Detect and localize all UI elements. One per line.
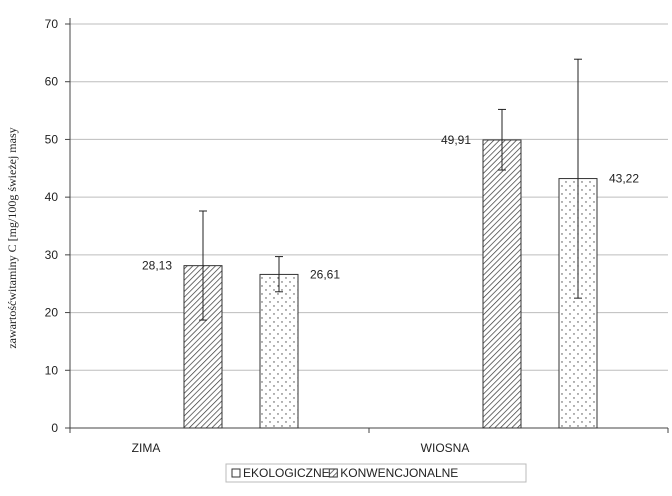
y-tick-label: 30 [45,248,59,262]
bars [183,58,598,429]
legend-entry: KONWENCJONALNE [340,466,458,480]
bar [183,265,223,429]
legend-box [225,463,527,483]
legend-entry: EKOLOGICZNE [243,466,330,480]
y-tick-label: 70 [45,17,59,31]
y-tick-label: 10 [45,363,59,377]
y-tick-label: 50 [45,132,59,146]
bar [259,273,299,429]
data-label: 26,61 [310,267,340,281]
data-label: 28,13 [142,259,172,273]
y-tick-label: 0 [51,421,58,435]
y-axis: 0 10 20 30 40 50 60 70 [45,17,669,435]
legend-swatch [231,468,241,478]
bar [482,139,522,429]
category-label: WIOSNA [421,441,470,455]
grid [70,23,668,429]
data-label: 49,91 [441,133,471,147]
data-labels: ZIMA 28,13 26,61 WIOSNA 49,91 43,22 [132,133,640,455]
y-tick-label: 60 [45,75,59,89]
y-tick-label: 40 [45,190,59,204]
legend: EKOLOGICZNE KONWENCJONALNE [225,463,527,483]
category-label: ZIMA [132,441,161,455]
y-axis-label: zawartośćwitaminy C [mg/100g świeżej mas… [5,127,19,348]
y-tick-label: 20 [45,306,59,320]
legend-swatch [328,468,338,478]
data-label: 43,22 [609,172,639,186]
